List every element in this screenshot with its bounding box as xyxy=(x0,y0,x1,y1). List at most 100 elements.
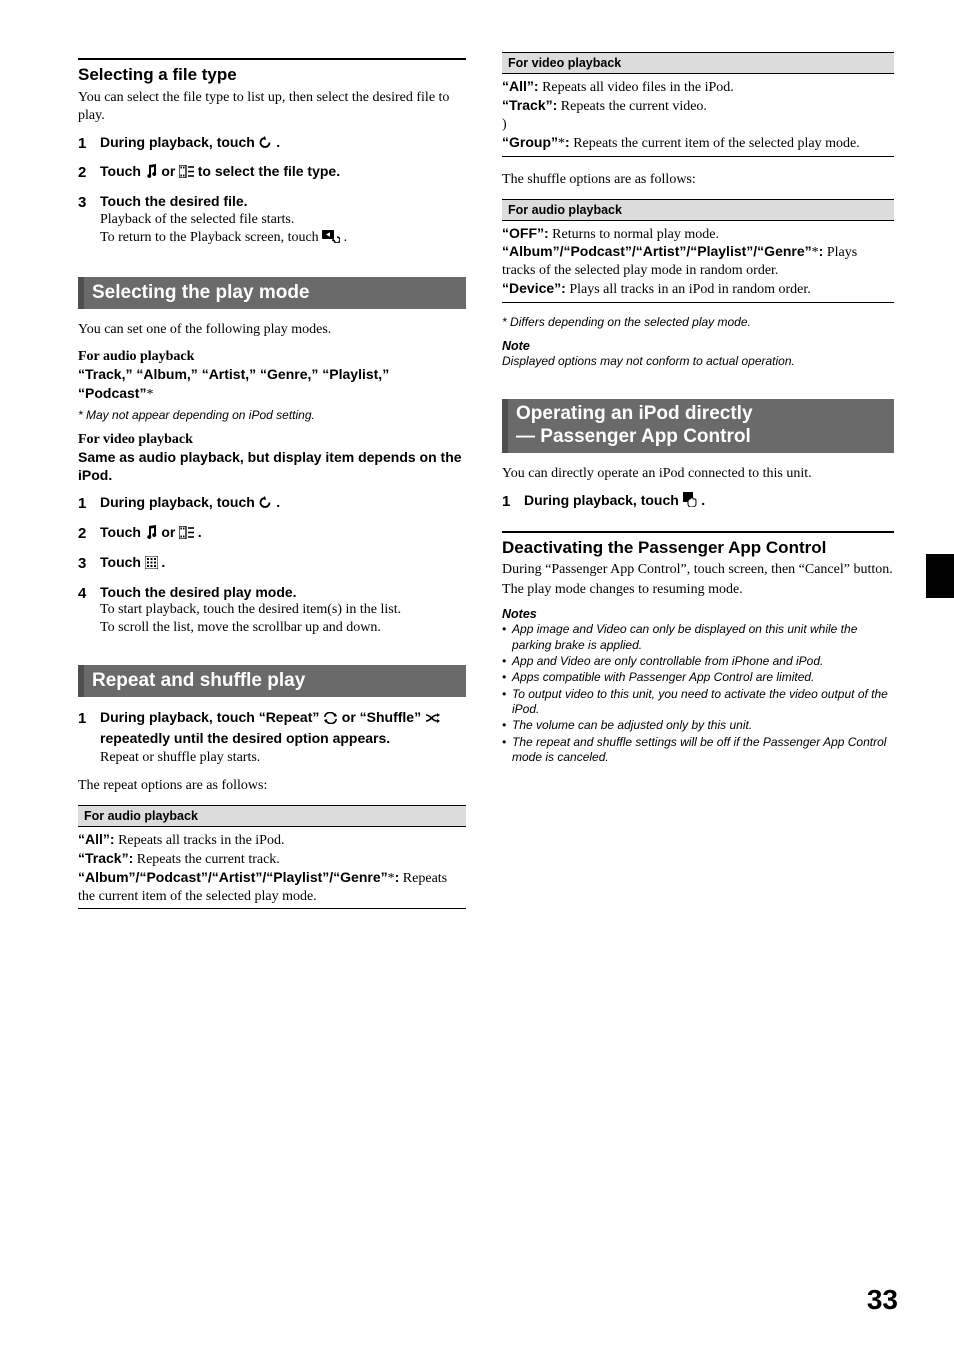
step-text: . xyxy=(198,524,202,540)
note-body: Displayed options may not conform to act… xyxy=(502,354,894,369)
heading-text: Operating an iPod directly xyxy=(516,403,753,424)
step-text: Touch the desired file. xyxy=(100,193,466,211)
text: Returns to normal play mode. xyxy=(549,227,719,242)
notes-list: App image and Video can only be displaye… xyxy=(502,622,894,765)
intro-text: You can set one of the following play mo… xyxy=(78,321,466,339)
step-number: 1 xyxy=(78,494,100,513)
text: Repeats the current item of the selected… xyxy=(570,136,860,151)
option-track: “Track”: Repeats the current video. xyxy=(502,97,894,116)
video-head: For video playback xyxy=(78,431,466,449)
caption-audio-playback: For audio playback xyxy=(78,805,466,827)
audio-head: For audio playback xyxy=(78,348,466,366)
step-1: 1 During playback, touch . xyxy=(78,494,466,515)
step-text: to select the file type. xyxy=(198,163,340,179)
step-text: During playback, touch “Repeat” xyxy=(100,709,323,725)
step-4: 4 Touch the desired play mode. To start … xyxy=(78,584,466,638)
note-item: The repeat and shuffle settings will be … xyxy=(502,735,894,766)
text: “Group” xyxy=(502,134,558,150)
text: “Track”: xyxy=(78,850,133,866)
step-text: . xyxy=(161,554,165,570)
heading-bar-passenger: Operating an iPod directly — Passenger A… xyxy=(502,399,894,453)
option-all: “All”: Repeats all video files in the iP… xyxy=(502,78,894,97)
text: Differs depending on the selected play m… xyxy=(510,315,751,329)
text: * xyxy=(146,387,153,402)
page-number: 33 xyxy=(867,1282,898,1318)
step-number: 1 xyxy=(78,709,100,728)
step-number: 4 xyxy=(78,584,100,603)
text: “OFF”: xyxy=(502,225,549,241)
note-item: App and Video are only controllable from… xyxy=(502,654,894,669)
step-detail: To return to the Playback screen, touch … xyxy=(100,229,466,249)
step-number: 3 xyxy=(78,193,100,212)
step-detail: Playback of the selected file starts. xyxy=(100,211,466,229)
step-3: 3 Touch the desired file. Playback of th… xyxy=(78,193,466,249)
right-column: For video playback “All”: Repeats all vi… xyxy=(502,52,894,909)
step-text: or xyxy=(161,163,179,179)
film-list-icon xyxy=(179,165,194,184)
note-item: To output video to this unit, you need t… xyxy=(502,687,894,718)
step-number: 1 xyxy=(78,134,100,153)
step-text: repeatedly until the desired option appe… xyxy=(100,730,390,746)
rule xyxy=(502,531,894,533)
heading-bar-play-mode: Selecting the play mode xyxy=(78,277,466,309)
step-detail: Repeat or shuffle play starts. xyxy=(100,749,466,767)
text: “Album”/“Podcast”/“Artist”/“Playlist”/“G… xyxy=(502,243,812,259)
text: To return to the Playback screen, touch xyxy=(100,230,322,245)
heading-text: — Passenger App Control xyxy=(516,426,751,447)
back-arrow-icon xyxy=(259,496,273,515)
step-text: . xyxy=(276,134,280,150)
shuffle-icon xyxy=(425,712,441,730)
hand-touch-icon xyxy=(683,492,698,513)
text: Repeats all video files in the iPod. xyxy=(539,80,734,95)
step-text: During playback, touch xyxy=(100,494,259,510)
step-2: 2 Touch or . xyxy=(78,524,466,545)
step-text: Touch the desired play mode. xyxy=(100,584,466,602)
text: May not appear depending on iPod setting… xyxy=(86,408,315,422)
option-group: “Group”*: Repeats the current item of th… xyxy=(502,134,894,153)
intro-text: You can select the file type to list up,… xyxy=(78,89,466,125)
option-device: “Device”: Plays all tracks in an iPod in… xyxy=(502,280,894,299)
step-number: 2 xyxy=(78,163,100,182)
text: * xyxy=(558,136,565,151)
text: “Track”: xyxy=(502,97,557,113)
note-item: The volume can be adjusted only by this … xyxy=(502,718,894,733)
step-1: 1 During playback, touch . xyxy=(78,134,466,155)
text: During “Passenger App Control”, touch sc… xyxy=(502,561,894,579)
text: “Device”: xyxy=(502,280,566,296)
step-text: . xyxy=(701,492,705,508)
step-text: or xyxy=(161,524,179,540)
film-list-icon xyxy=(179,526,194,545)
text: “All”: xyxy=(502,78,539,94)
option-track: “Track”: Repeats the current track. xyxy=(78,850,466,869)
repeat-icon xyxy=(323,712,338,730)
step-1: 1 During playback, touch . xyxy=(502,492,894,513)
text: “All”: xyxy=(78,831,115,847)
rule xyxy=(78,908,466,909)
text: Repeats the current track. xyxy=(133,852,280,867)
text: Repeats the current video. xyxy=(557,99,707,114)
footnote: * May not appear depending on iPod setti… xyxy=(78,408,466,423)
step-text: . xyxy=(276,494,280,510)
left-column: Selecting a file type You can select the… xyxy=(78,52,466,909)
step-detail: To scroll the list, move the scrollbar u… xyxy=(100,619,466,637)
text: * xyxy=(812,245,819,260)
rule xyxy=(78,58,466,60)
option-group: “Album”/“Podcast”/“Artist”/“Playlist”/“G… xyxy=(78,869,466,906)
text: The play mode changes to resuming mode. xyxy=(502,581,894,599)
intro-text: You can directly operate an iPod connect… xyxy=(502,465,894,483)
step-number: 3 xyxy=(78,554,100,573)
step-text: During playback, touch xyxy=(524,492,683,508)
step-2: 2 Touch or to select the file type. xyxy=(78,163,466,184)
heading-bar-repeat: Repeat and shuffle play xyxy=(78,665,466,697)
option-all: “All”: Repeats all tracks in the iPod. xyxy=(78,831,466,850)
caption-audio-playback: For audio playback xyxy=(502,199,894,221)
step-detail: To start playback, touch the desired ite… xyxy=(100,601,466,619)
step-text: Touch xyxy=(100,524,145,540)
footnote: * Differs depending on the selected play… xyxy=(502,315,894,330)
text: “Track,” “Album,” “Artist,” “Genre,” “Pl… xyxy=(78,366,389,401)
side-tab xyxy=(926,554,954,598)
notes-heading: Notes xyxy=(502,606,894,622)
audio-modes: “Track,” “Album,” “Artist,” “Genre,” “Pl… xyxy=(78,366,466,404)
step-3: 3 Touch . xyxy=(78,554,466,575)
step-number: 1 xyxy=(502,492,524,511)
